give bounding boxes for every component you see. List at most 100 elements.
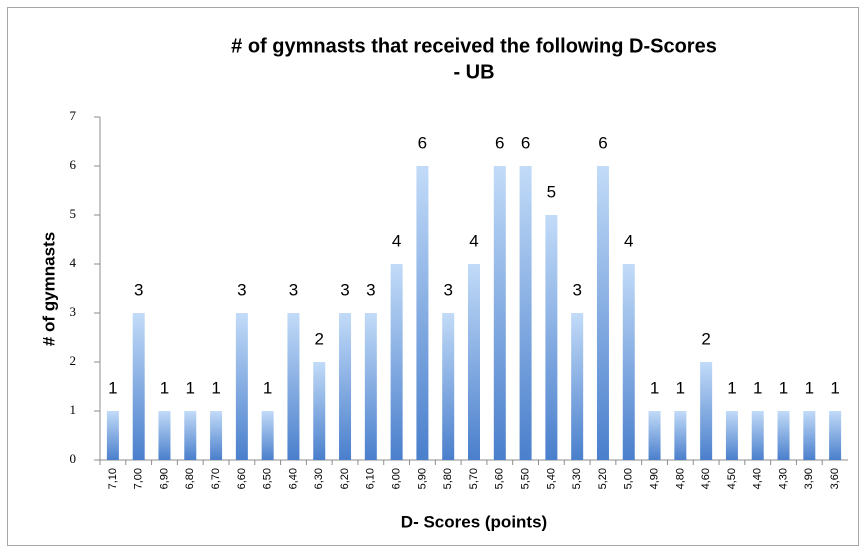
- x-tick-label: 7,00: [133, 468, 145, 489]
- x-tick-label: 5,70: [468, 468, 480, 489]
- data-label: 3: [134, 280, 143, 299]
- bar: [648, 411, 661, 460]
- data-label: 6: [521, 133, 530, 152]
- x-tick-label: 5,50: [519, 468, 531, 489]
- x-tick-label: 6,90: [158, 468, 170, 489]
- x-tick-label: 6,50: [262, 468, 274, 489]
- data-label: 1: [186, 378, 195, 397]
- x-tick-label: 4,90: [648, 468, 660, 489]
- x-tick-label: 3,90: [803, 468, 815, 489]
- bar: [184, 411, 197, 460]
- data-label: 3: [237, 280, 246, 299]
- data-label: 2: [701, 329, 710, 348]
- bar: [545, 215, 558, 460]
- chart-title: - UB: [453, 61, 494, 83]
- x-tick-label: 5,20: [597, 468, 609, 489]
- y-axis-title: # of gymnasts: [39, 232, 58, 346]
- data-label: 1: [263, 378, 272, 397]
- bar: [596, 166, 609, 460]
- data-label: 6: [418, 133, 427, 152]
- y-tick-label: 7: [70, 108, 77, 123]
- data-label: 1: [211, 378, 220, 397]
- data-label: 1: [805, 378, 814, 397]
- bar: [571, 313, 584, 460]
- x-tick-label: 6,60: [236, 468, 248, 489]
- bar: [519, 166, 532, 460]
- data-label: 1: [753, 378, 762, 397]
- bar: [390, 264, 403, 460]
- bar: [132, 313, 145, 460]
- x-tick-label: 6,00: [391, 468, 403, 489]
- data-label: 4: [392, 231, 401, 250]
- data-label: 6: [598, 133, 607, 152]
- data-label: 4: [469, 231, 478, 250]
- data-label: 1: [676, 378, 685, 397]
- x-tick-label: 6,10: [365, 468, 377, 489]
- y-tick-label: 4: [70, 255, 77, 270]
- bar: [261, 411, 274, 460]
- chart-title: # of gymnasts that received the followin…: [231, 35, 717, 57]
- data-label: 2: [315, 329, 324, 348]
- y-tick-label: 5: [70, 206, 77, 221]
- data-label: 1: [160, 378, 169, 397]
- data-label: 3: [366, 280, 375, 299]
- data-label: 1: [779, 378, 788, 397]
- y-tick-label: 2: [70, 353, 77, 368]
- x-tick-label: 5,60: [494, 468, 506, 489]
- x-tick-label: 6,30: [313, 468, 325, 489]
- x-tick-label: 4,50: [726, 468, 738, 489]
- bar: [442, 313, 455, 460]
- x-tick-label: 6,40: [287, 468, 299, 489]
- bar: [416, 166, 429, 460]
- bar: [313, 362, 326, 460]
- data-label: 6: [495, 133, 504, 152]
- x-axis-title: D- Scores (points): [401, 512, 547, 531]
- bar: [725, 411, 738, 460]
- data-label: 3: [289, 280, 298, 299]
- y-tick-label: 0: [70, 451, 77, 466]
- data-label: 1: [727, 378, 736, 397]
- x-tick-label: 4,40: [752, 468, 764, 489]
- x-tick-label: 6,20: [339, 468, 351, 489]
- x-tick-label: 4,80: [674, 468, 686, 489]
- data-label: 3: [572, 280, 581, 299]
- y-tick-label: 3: [70, 304, 77, 319]
- y-tick-label: 6: [70, 157, 77, 172]
- x-tick-label: 3,60: [829, 468, 841, 489]
- x-tick-label: 6,70: [210, 468, 222, 489]
- bar: [777, 411, 790, 460]
- x-tick-label: 5,30: [571, 468, 583, 489]
- x-tick-label: 5,80: [442, 468, 454, 489]
- bar: [364, 313, 377, 460]
- bar: [700, 362, 713, 460]
- data-label: 3: [443, 280, 452, 299]
- x-tick-label: 4,60: [700, 468, 712, 489]
- x-tick-label: 4,30: [777, 468, 789, 489]
- x-tick-label: 5,90: [416, 468, 428, 489]
- bar: [622, 264, 635, 460]
- x-tick-label: 5,00: [623, 468, 635, 489]
- data-label: 1: [108, 378, 117, 397]
- bar: [287, 313, 300, 460]
- data-label: 3: [340, 280, 349, 299]
- bar: [803, 411, 816, 460]
- bar: [751, 411, 764, 460]
- bar: [493, 166, 506, 460]
- data-label: 1: [650, 378, 659, 397]
- x-tick-label: 5,40: [545, 468, 557, 489]
- data-label: 4: [624, 231, 633, 250]
- bar: [339, 313, 352, 460]
- bar: [674, 411, 687, 460]
- chart-border: [7, 7, 859, 546]
- x-tick-label: 6,80: [184, 468, 196, 489]
- bar: [106, 411, 119, 460]
- bar: [210, 411, 223, 460]
- y-tick-label: 1: [70, 402, 77, 417]
- bar: [235, 313, 248, 460]
- bar: [468, 264, 480, 460]
- bar: [158, 411, 171, 460]
- bar: [829, 411, 842, 460]
- data-label: 1: [830, 378, 839, 397]
